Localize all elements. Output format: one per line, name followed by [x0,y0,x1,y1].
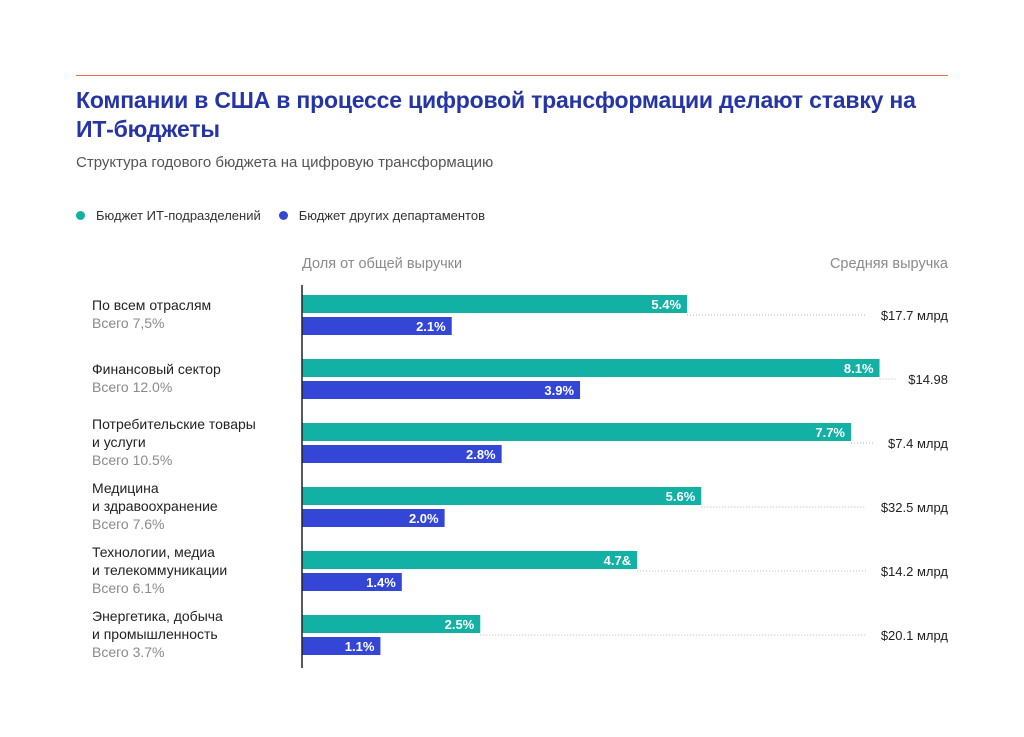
category-label: По всем отраслям [92,297,211,313]
legend-label-it: Бюджет ИТ-подразделений [96,208,261,223]
category-total: Всего 3.7% [92,644,165,660]
category-label: Медицина [92,480,159,496]
bar-other [302,509,445,527]
category-total: Всего 10.5% [92,452,172,468]
data-label-it: 2.5% [445,617,475,632]
data-label-it: 4.7& [604,553,631,568]
bar-it [302,551,638,569]
category-label: и промышленность [92,626,218,642]
chart-subtitle: Структура годового бюджета на цифровую т… [76,154,494,171]
legend: Бюджет ИТ-подразделений Бюджет других де… [76,208,503,223]
category-total: Всего 12.0% [92,379,172,395]
bar-it [302,487,702,505]
category-total: Всего 7.6% [92,516,165,532]
data-label-other: 2.0% [409,511,439,526]
revenue-value: $20.1 млрд [881,628,949,643]
data-label-it: 5.4% [651,297,681,312]
top-accent-line [76,75,948,76]
data-label-other: 3.9% [544,383,574,398]
category-label: и телекоммуникации [92,562,227,578]
revenue-column-label: Средняя выручка [830,256,949,272]
bar-other [302,381,581,399]
revenue-value: $7.4 млрд [888,436,948,451]
bar-other [302,637,381,655]
category-label: Технологии, медиа [92,544,215,560]
category-total: Всего 7,5% [92,315,165,331]
category-total: Всего 6.1% [92,580,165,596]
revenue-value: $32.5 млрд [881,500,949,515]
category-label: Потребительские товары [92,416,256,432]
data-label-it: 7.7% [815,425,845,440]
bar-it [302,295,688,313]
category-label: и здравоохранение [92,498,218,514]
chart-title: Компании в США в процессе цифровой транс… [76,87,916,142]
bar-other [302,445,502,463]
bar-it [302,615,481,633]
data-label-it: 8.1% [844,361,874,376]
bar-it [302,359,880,377]
legend-item-it: Бюджет ИТ-подразделений [76,208,261,223]
bar-other [302,573,402,591]
bar-other [302,317,452,335]
data-label-other: 1.4% [366,575,396,590]
data-label-other: 2.1% [416,319,446,334]
bar-it [302,423,852,441]
legend-dot-other [278,211,288,220]
revenue-value: $14.2 млрд [881,564,949,579]
category-label: Финансовый сектор [92,361,221,377]
category-label: Энергетика, добыча [92,608,223,624]
x-axis-label: Доля от общей выручки [302,256,462,272]
revenue-value: $17.7 млрд [881,308,949,323]
legend-dot-it [76,211,85,220]
legend-label-other: Бюджет других департаментов [298,208,486,223]
category-label: и услуги [92,434,146,450]
data-label-it: 5.6% [666,489,696,504]
data-label-other: 2.8% [466,447,496,462]
legend-item-other: Бюджет других департаментов [278,208,486,223]
revenue-value: $14.98 [908,372,948,387]
data-label-other: 1.1% [345,639,375,654]
